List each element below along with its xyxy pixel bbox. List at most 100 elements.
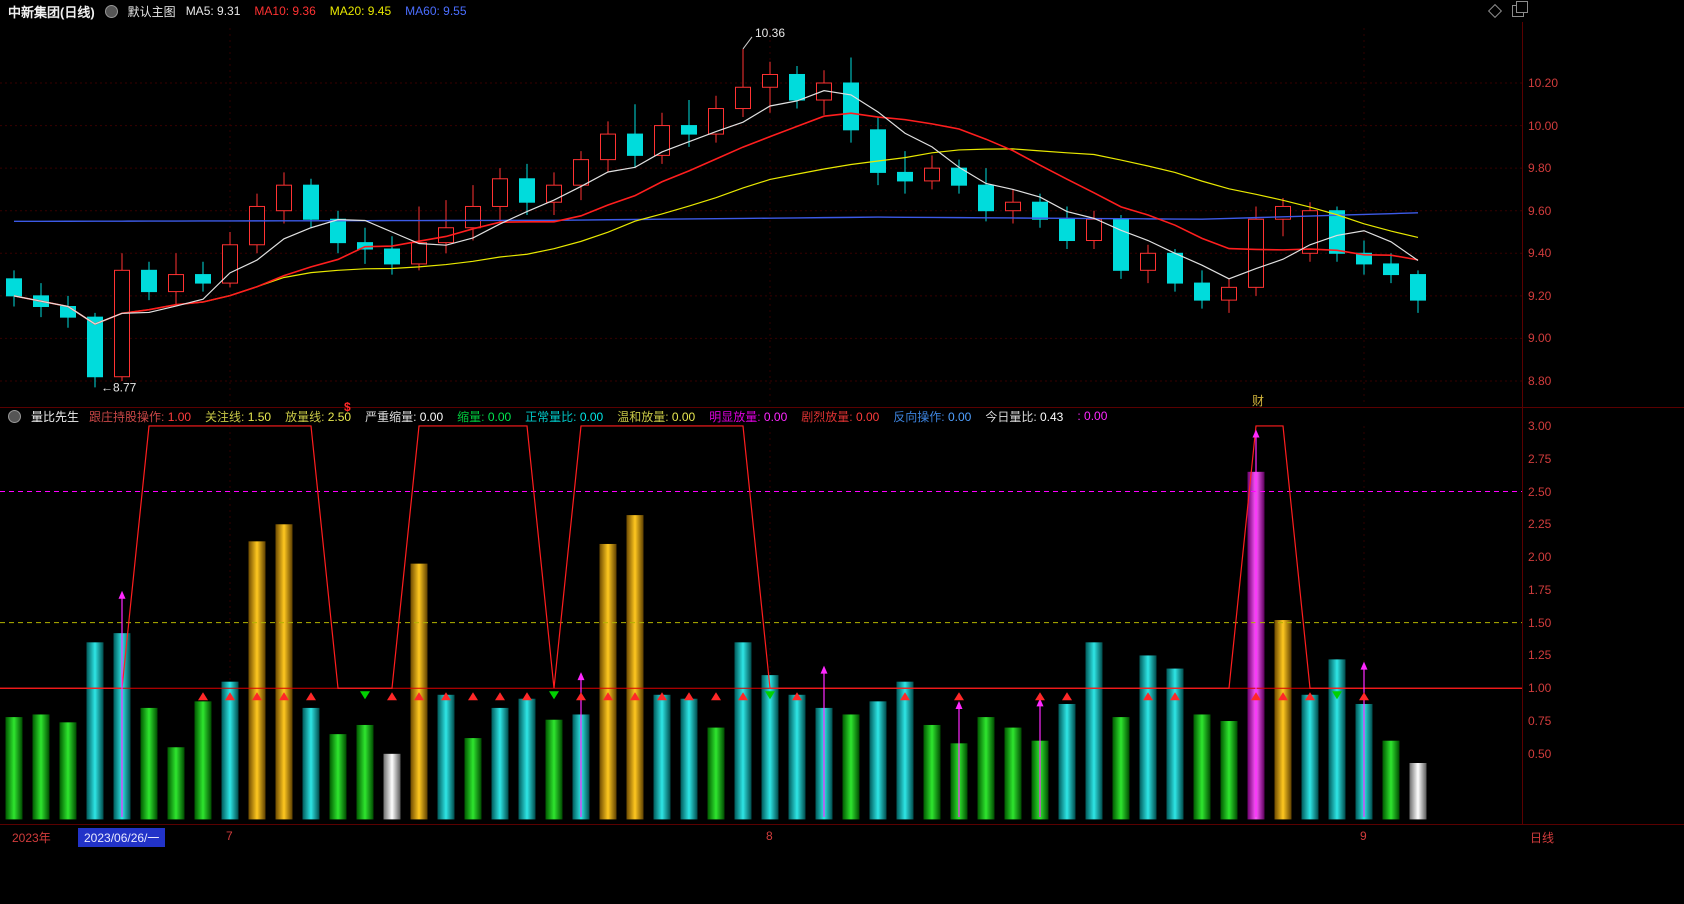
- price-axis-label: 9.60: [1528, 203, 1552, 218]
- volume-bar: [5, 717, 23, 820]
- ratio-axis-label: 1.75: [1528, 582, 1552, 597]
- buy-marker-up: [387, 692, 397, 701]
- buy-marker-up: [954, 692, 964, 701]
- candle: [1032, 193, 1048, 228]
- ratio-axis-label: 2.00: [1528, 550, 1552, 565]
- volume-bar: [437, 694, 455, 820]
- indicator-toggle-icon[interactable]: [8, 409, 21, 423]
- candle: [438, 200, 454, 254]
- news-flag[interactable]: 财: [1252, 394, 1265, 408]
- diamond-icon[interactable]: [1487, 3, 1503, 19]
- candle: [816, 70, 832, 115]
- main-chart-selector[interactable]: 默认主图: [127, 4, 176, 19]
- buy-marker-up: [1359, 692, 1369, 701]
- candle: [168, 253, 184, 307]
- volume-bar: [410, 563, 428, 820]
- ratio-axis-label: 1.00: [1528, 681, 1552, 696]
- candle: [1410, 270, 1426, 313]
- volume-bar: [1328, 659, 1346, 820]
- reverse-arrow-head: [1252, 429, 1260, 438]
- indicator-field: 正常量比: 0.00: [525, 409, 604, 424]
- buy-marker-up: [468, 692, 478, 701]
- indicator-field: 关注线: 1.50: [205, 409, 272, 424]
- candle: [114, 253, 130, 381]
- ma5-line: [13, 90, 1419, 325]
- price-axis-label: 10.20: [1528, 76, 1559, 90]
- candle: [1059, 206, 1075, 250]
- volume-bar: [1112, 717, 1130, 820]
- date-axis: 2023年 2023/06/26/一 7 8 9 日线: [0, 824, 1684, 847]
- indicator-field: 明显放量: 0.00: [709, 409, 788, 424]
- candle: [1356, 240, 1372, 275]
- indicator-field: 今日量比: 0.43: [985, 409, 1064, 424]
- buy-marker-up: [522, 692, 532, 701]
- candle: [276, 172, 292, 224]
- candle: [708, 95, 724, 143]
- reverse-arrow-head: [118, 590, 126, 599]
- candle: [1221, 278, 1237, 313]
- indicator-field: : 0.00: [1077, 409, 1108, 423]
- volume-bar: [1193, 714, 1211, 820]
- buy-marker-up: [1143, 692, 1153, 701]
- symbol-title: 中新集团(日线): [8, 4, 95, 20]
- start-date-cell: 2023/06/26/一: [78, 828, 166, 847]
- sell-marker-down: [549, 691, 559, 700]
- main-chart-toggle-icon[interactable]: [104, 4, 118, 18]
- volume-bar: [86, 642, 104, 820]
- candle: [60, 295, 76, 328]
- candle: [573, 151, 589, 201]
- buy-marker-up: [657, 692, 667, 701]
- candle: [735, 48, 751, 118]
- candle: [384, 236, 400, 275]
- buy-marker-up: [198, 692, 208, 701]
- low-annotation: ←8.77: [101, 380, 137, 394]
- sell-marker-down: [1332, 691, 1342, 700]
- candle: [978, 168, 994, 222]
- high-annotation: 10.36: [755, 26, 785, 40]
- buy-marker-up: [1062, 692, 1072, 701]
- ratio-axis-label: 2.25: [1528, 517, 1552, 532]
- panel-divider: [0, 407, 1684, 408]
- ratio-axis-label: 0.75: [1528, 714, 1552, 729]
- period-label[interactable]: 日线: [1530, 831, 1555, 845]
- candle: [492, 168, 508, 222]
- volume-bar: [653, 694, 671, 820]
- volume-ratio-chart[interactable]: [0, 424, 1684, 824]
- indicator-field: 剧烈放量: 0.00: [801, 409, 880, 424]
- indicator-field: 放量线: 2.50: [285, 409, 352, 424]
- volume-bar: [1274, 620, 1292, 820]
- volume-bar: [302, 707, 320, 820]
- ratio-axis-label: 0.50: [1528, 746, 1552, 761]
- price-axis-label: 10.00: [1528, 118, 1559, 133]
- sell-marker-down: [360, 691, 370, 700]
- volume-bar: [1004, 727, 1022, 820]
- volume-bar: [1382, 740, 1400, 820]
- volume-bar: [167, 747, 185, 820]
- ratio-axis-label: 3.00: [1528, 418, 1552, 433]
- candle: [627, 104, 643, 169]
- candle: [681, 100, 697, 147]
- buy-marker-up: [1251, 692, 1261, 701]
- indicator-field: 严重缩量: 0.00: [365, 409, 444, 424]
- indicator-field: 跟庄持股操作: 1.00: [89, 409, 192, 424]
- volume-bar: [869, 701, 887, 820]
- indicator-field: 温和放量: 0.00: [617, 409, 696, 424]
- candle: [330, 210, 346, 254]
- buy-marker-up: [252, 692, 262, 701]
- volume-bar: [842, 714, 860, 820]
- reverse-arrow-head: [577, 672, 585, 681]
- signal-line: [0, 425, 1522, 689]
- candle: [1383, 253, 1399, 284]
- candlestick-chart[interactable]: 10.36 ←8.77: [0, 22, 1684, 408]
- ratio-axis-label: 1.50: [1528, 615, 1552, 630]
- volume-bar: [545, 719, 563, 820]
- buy-marker-up: [495, 692, 505, 701]
- volume-bar: [1139, 655, 1157, 820]
- overlap-panels-icon[interactable]: [1512, 1, 1528, 17]
- ratio-axis-label: 2.50: [1528, 484, 1552, 499]
- volume-bar: [491, 707, 509, 820]
- candle: [789, 65, 805, 109]
- indicator-name[interactable]: 量比先生: [31, 409, 80, 424]
- titlebar-actions: [1487, 1, 1528, 19]
